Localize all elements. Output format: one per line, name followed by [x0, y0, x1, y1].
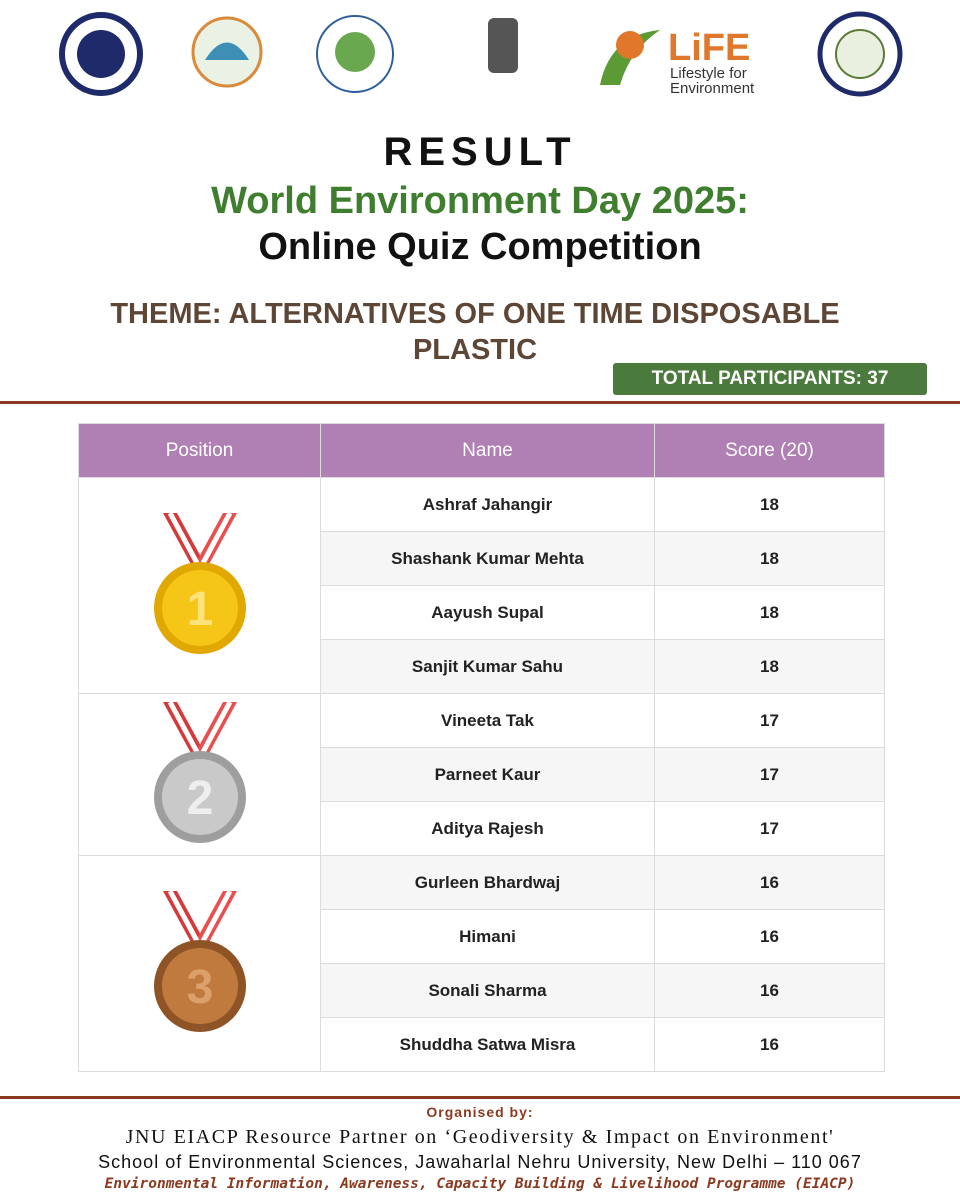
ribbon-stripes: [167, 511, 232, 565]
name-cell: Ashraf Jahangir: [320, 477, 655, 532]
position-cell: 1: [78, 477, 321, 694]
score-cell: 18: [654, 639, 885, 694]
nature-logo-art: [205, 42, 249, 60]
ribbon-stripes: [167, 700, 232, 754]
name-cell: Parneet Kaur: [320, 747, 655, 802]
score-cell: 16: [654, 855, 885, 910]
ses-logo-core: [835, 29, 885, 79]
school: School of Environmental Sciences, Jawaha…: [98, 1152, 862, 1172]
programme: Environmental Information, Awareness, Ca…: [104, 1176, 856, 1192]
result-row: Shuddha Satwa Misra 16: [79, 1017, 885, 1072]
ribbon-stripes: [167, 889, 232, 943]
emblem: [488, 18, 518, 73]
logo-strip: LiFE Lifestyle for Environment: [59, 11, 903, 97]
result-row: Sanjit Kumar Sahu 18: [79, 639, 885, 694]
result-row: Aditya Rajesh 17: [79, 801, 885, 856]
organised-label: Organised by:: [426, 1104, 534, 1120]
result-row: Parneet Kaur 17: [79, 747, 885, 802]
event: World Environment Day 2025:: [211, 180, 749, 222]
name-cell: Gurleen Bhardwaj: [320, 855, 655, 910]
result-row: 3 Gurleen Bhardwaj 16: [78, 855, 885, 1072]
column-header: Position: [78, 423, 321, 478]
divider: [0, 1096, 960, 1099]
result-row: Shashank Kumar Mehta 18: [79, 531, 885, 586]
participants-badge: TOTAL PARTICIPANTS: 37: [613, 363, 927, 395]
competition: Online Quiz Competition: [258, 226, 702, 268]
name-cell: Aditya Rajesh: [320, 801, 655, 856]
eiacp-logo-core: [335, 32, 375, 72]
column-header: Score (20): [654, 423, 885, 478]
score-cell: 18: [654, 531, 885, 586]
position-cell: 3: [78, 855, 321, 1072]
result-row: 1 Ashraf Jahangir 18: [78, 477, 885, 694]
medal-face: [161, 570, 238, 646]
score-cell: 17: [654, 747, 885, 802]
heading: RESULT: [383, 130, 577, 174]
header-row: Position Name Score (20): [78, 423, 885, 478]
life-name: LiFE: [668, 27, 750, 69]
life-sun: [616, 31, 644, 59]
medal: 2: [153, 700, 246, 843]
name-cell: Sanjit Kumar Sahu: [320, 639, 655, 694]
medal-face: [161, 948, 238, 1024]
name-cell: Shashank Kumar Mehta: [320, 531, 655, 586]
life-tagline: Lifestyle for: [670, 65, 747, 82]
score-cell: 16: [654, 963, 885, 1018]
medal-number: 2: [186, 772, 213, 825]
result-row: 2 Vineeta Tak 17: [78, 693, 885, 856]
score-cell: 18: [654, 477, 885, 532]
partner: JNU EIACP Resource Partner on ‘Geodivers…: [125, 1126, 835, 1148]
theme: THEME: ALTERNATIVES OF ONE TIME DISPOSAB…: [110, 298, 840, 366]
name-cell: Vineeta Tak: [320, 693, 655, 748]
score-cell: 16: [654, 909, 885, 964]
score-cell: 17: [654, 801, 885, 856]
position-cell: 2: [78, 693, 321, 856]
medal: 1: [153, 511, 246, 654]
name-cell: Aayush Supal: [320, 585, 655, 640]
score-cell: 17: [654, 693, 885, 748]
divider: [0, 401, 960, 404]
medal-face: [161, 759, 238, 835]
medal: 3: [153, 889, 246, 1032]
name-cell: Himani: [320, 909, 655, 964]
result-row: Himani 16: [79, 909, 885, 964]
medal-number: 1: [186, 583, 213, 636]
result-row: Aayush Supal 18: [79, 585, 885, 640]
column-header: Name: [320, 423, 655, 478]
life-tagline: Environment: [670, 80, 755, 97]
score-cell: 18: [654, 585, 885, 640]
name-cell: Sonali Sharma: [320, 963, 655, 1018]
score-cell: 16: [654, 1017, 885, 1072]
results-table: Position Name Score (20) 1 Ashraf Jahangi…: [78, 423, 885, 1072]
medal-number: 3: [186, 961, 213, 1014]
jnu-logo-core: [77, 30, 125, 78]
name-cell: Shuddha Satwa Misra: [320, 1017, 655, 1072]
